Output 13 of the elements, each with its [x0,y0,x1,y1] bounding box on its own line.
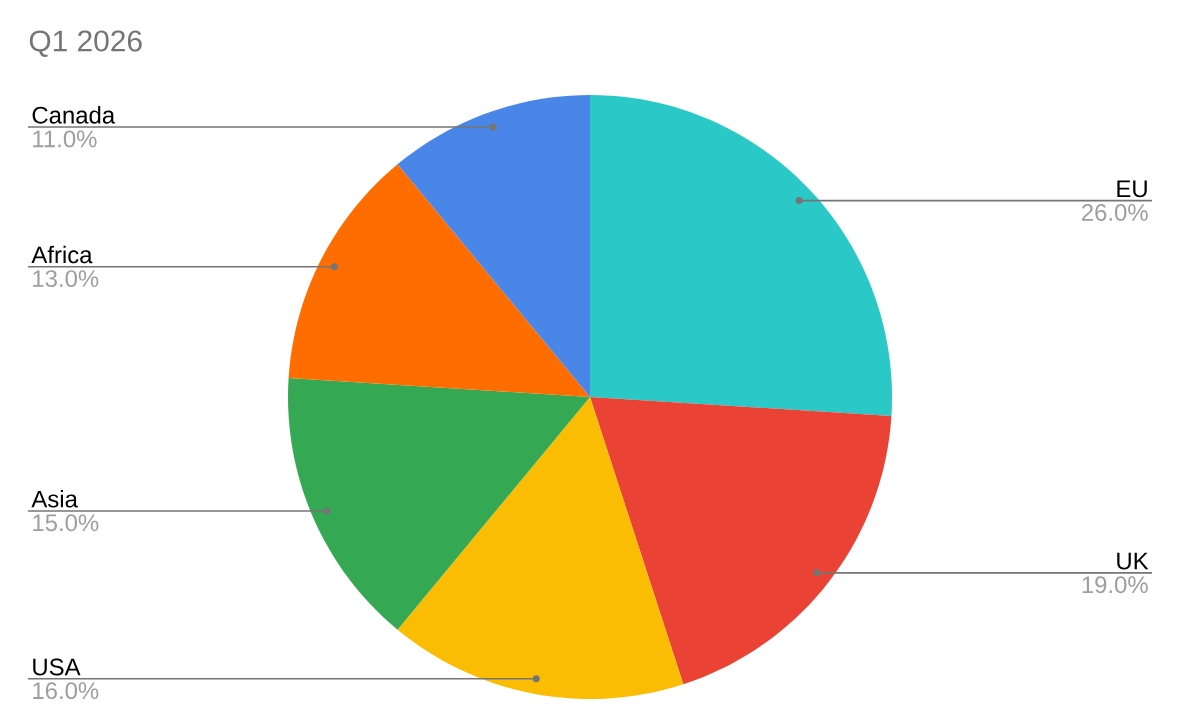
slice-label: Asia [31,490,78,508]
data-label: 13.0% [33,270,99,288]
data-label: 26.0% [1082,203,1148,221]
data-label: 11.0% [33,130,97,148]
data-label: 15.0% [33,514,99,532]
chart-title: Q1 2026 [29,30,142,57]
slice-label: Canada [32,106,116,124]
data-label: 19.0% [1082,576,1148,594]
data-label: 16.0% [33,682,99,700]
slice-label: EU [1117,180,1147,198]
slice-label: USA [33,658,81,676]
slice-label: UK [1117,552,1149,570]
slice-label: Africa [31,245,93,264]
